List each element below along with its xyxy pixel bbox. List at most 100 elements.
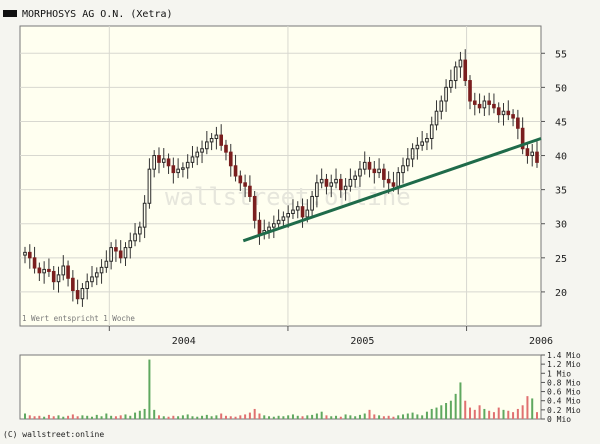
candle-body xyxy=(367,161,372,170)
candle-body xyxy=(516,117,520,129)
volume-tick-label: 0 Mio xyxy=(547,415,571,424)
volume-bar xyxy=(28,415,31,419)
candle-body xyxy=(396,172,401,187)
volume-bar xyxy=(86,415,89,419)
candle-body xyxy=(219,134,224,146)
volume-bar xyxy=(516,408,519,419)
volume-bar xyxy=(282,416,285,419)
volume-bar xyxy=(124,414,127,419)
candle-body xyxy=(37,267,42,274)
volume-bar xyxy=(138,410,141,419)
volume-bar xyxy=(263,415,266,419)
volume-tick-label: 1.4 Mio xyxy=(547,351,581,360)
candle-body xyxy=(391,182,396,187)
candle-body xyxy=(248,185,252,197)
x-tick-label: 2005 xyxy=(350,336,374,347)
candle-body xyxy=(238,175,243,184)
price-plot-area xyxy=(19,25,542,327)
candle-body xyxy=(51,270,56,283)
volume-bar xyxy=(339,416,342,419)
candle-body xyxy=(152,155,157,170)
volume-bar xyxy=(143,408,146,419)
volume-bar xyxy=(425,411,428,419)
candle-body xyxy=(429,124,434,140)
candle-body xyxy=(291,209,295,215)
volume-bar xyxy=(62,416,65,419)
candle-body xyxy=(138,226,142,235)
volume-bar xyxy=(71,414,74,419)
candle-body xyxy=(405,158,410,167)
candle-body xyxy=(525,148,530,157)
candle-body xyxy=(252,195,257,221)
candle-body xyxy=(496,107,501,116)
candle-body xyxy=(171,165,176,174)
volume-bar xyxy=(43,416,46,419)
volume-bar xyxy=(129,415,132,419)
candle-body xyxy=(377,168,381,174)
volume-bar xyxy=(258,413,261,419)
volume-bar xyxy=(488,410,491,419)
volume-bar xyxy=(454,393,457,419)
volume-bar xyxy=(502,409,505,419)
volume-bar xyxy=(382,416,385,419)
candle-body xyxy=(386,178,391,184)
legend-swatch xyxy=(3,10,17,17)
candle-body xyxy=(205,141,209,150)
chart-title: MORPHOSYS AG O.N. (Xetra) xyxy=(22,9,173,20)
candle-body xyxy=(71,277,75,292)
candle-body xyxy=(128,240,133,249)
volume-tick-label: 1.2 Mio xyxy=(547,360,581,369)
volume-bar xyxy=(244,414,247,419)
candle-body xyxy=(286,213,290,218)
volume-bar xyxy=(205,414,208,419)
trendline xyxy=(242,137,542,243)
candle-body xyxy=(123,247,128,259)
volume-bar xyxy=(301,416,304,419)
candle-body xyxy=(334,178,338,184)
volume-bar xyxy=(100,416,103,419)
candle-body xyxy=(343,185,348,191)
volume-bar xyxy=(181,415,184,419)
candle-body xyxy=(114,247,118,252)
candle-body xyxy=(535,151,539,163)
volume-bar xyxy=(445,403,448,419)
candle-body xyxy=(75,290,80,300)
candle-body xyxy=(415,144,420,150)
volume-tick-label: 0.8 Mio xyxy=(547,378,581,387)
candle-body xyxy=(305,209,310,218)
volume-bar xyxy=(162,416,165,419)
candle-body xyxy=(27,251,32,259)
candle-body xyxy=(109,247,113,262)
candle-body xyxy=(477,103,482,109)
candle-body xyxy=(185,161,190,169)
candle-body xyxy=(487,100,491,105)
price-tick-label: 55 xyxy=(555,49,567,60)
volume-tick-label: 0.4 Mio xyxy=(547,397,581,406)
x-tick-label: 2006 xyxy=(529,336,553,347)
volume-bar xyxy=(497,407,500,419)
candle-body xyxy=(228,151,233,167)
volume-bar xyxy=(33,416,36,419)
candle-body xyxy=(104,260,109,268)
volume-bar xyxy=(229,416,232,419)
volume-bar xyxy=(354,416,357,419)
candle-body xyxy=(338,178,343,191)
candle-body xyxy=(118,250,123,259)
candle-body xyxy=(209,138,214,143)
volume-bar xyxy=(291,414,294,419)
volume-bar xyxy=(268,416,271,419)
price-tick-label: 40 xyxy=(555,152,567,163)
volume-bar xyxy=(449,400,452,419)
price-tick-label: 50 xyxy=(555,83,567,94)
volume-bar xyxy=(311,414,314,419)
candle-body xyxy=(410,148,415,160)
candle-body xyxy=(224,144,228,153)
volume-bar xyxy=(153,409,156,419)
volume-bar xyxy=(526,396,529,419)
candle-body xyxy=(482,100,487,109)
volume-bar xyxy=(201,415,204,419)
candle-body xyxy=(501,110,506,116)
volume-bar xyxy=(277,415,280,419)
volume-bar xyxy=(134,412,137,419)
volume-bar xyxy=(402,414,405,419)
